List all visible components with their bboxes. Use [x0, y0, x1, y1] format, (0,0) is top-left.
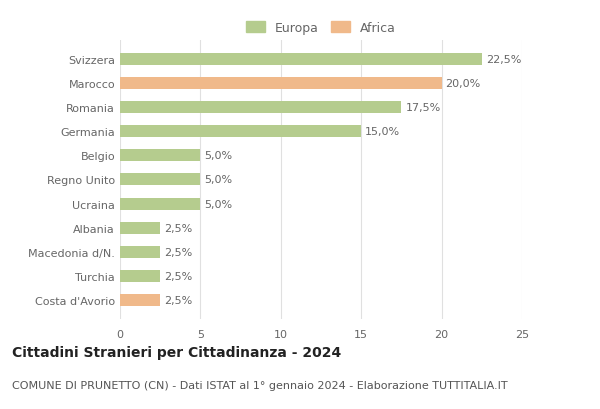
Text: 20,0%: 20,0% [446, 79, 481, 89]
Bar [120, 198, 200, 210]
Bar [120, 78, 442, 90]
Text: 5,0%: 5,0% [205, 199, 233, 209]
Bar [120, 294, 160, 306]
Text: COMUNE DI PRUNETTO (CN) - Dati ISTAT al 1° gennaio 2024 - Elaborazione TUTTITALI: COMUNE DI PRUNETTO (CN) - Dati ISTAT al … [12, 380, 508, 391]
Text: 2,5%: 2,5% [164, 223, 193, 233]
Bar [120, 150, 200, 162]
Text: 5,0%: 5,0% [205, 151, 233, 161]
Bar [120, 54, 482, 65]
Text: 5,0%: 5,0% [205, 175, 233, 185]
Text: 2,5%: 2,5% [164, 295, 193, 306]
Text: 17,5%: 17,5% [406, 103, 440, 113]
Bar [120, 174, 200, 186]
Bar [120, 222, 160, 234]
Bar [120, 102, 401, 114]
Text: 2,5%: 2,5% [164, 247, 193, 257]
Legend: Europa, Africa: Europa, Africa [244, 19, 398, 37]
Text: Cittadini Stranieri per Cittadinanza - 2024: Cittadini Stranieri per Cittadinanza - 2… [12, 345, 341, 359]
Text: 22,5%: 22,5% [486, 54, 521, 65]
Text: 2,5%: 2,5% [164, 271, 193, 281]
Bar [120, 270, 160, 282]
Bar [120, 126, 361, 138]
Text: 15,0%: 15,0% [365, 127, 400, 137]
Bar [120, 246, 160, 258]
